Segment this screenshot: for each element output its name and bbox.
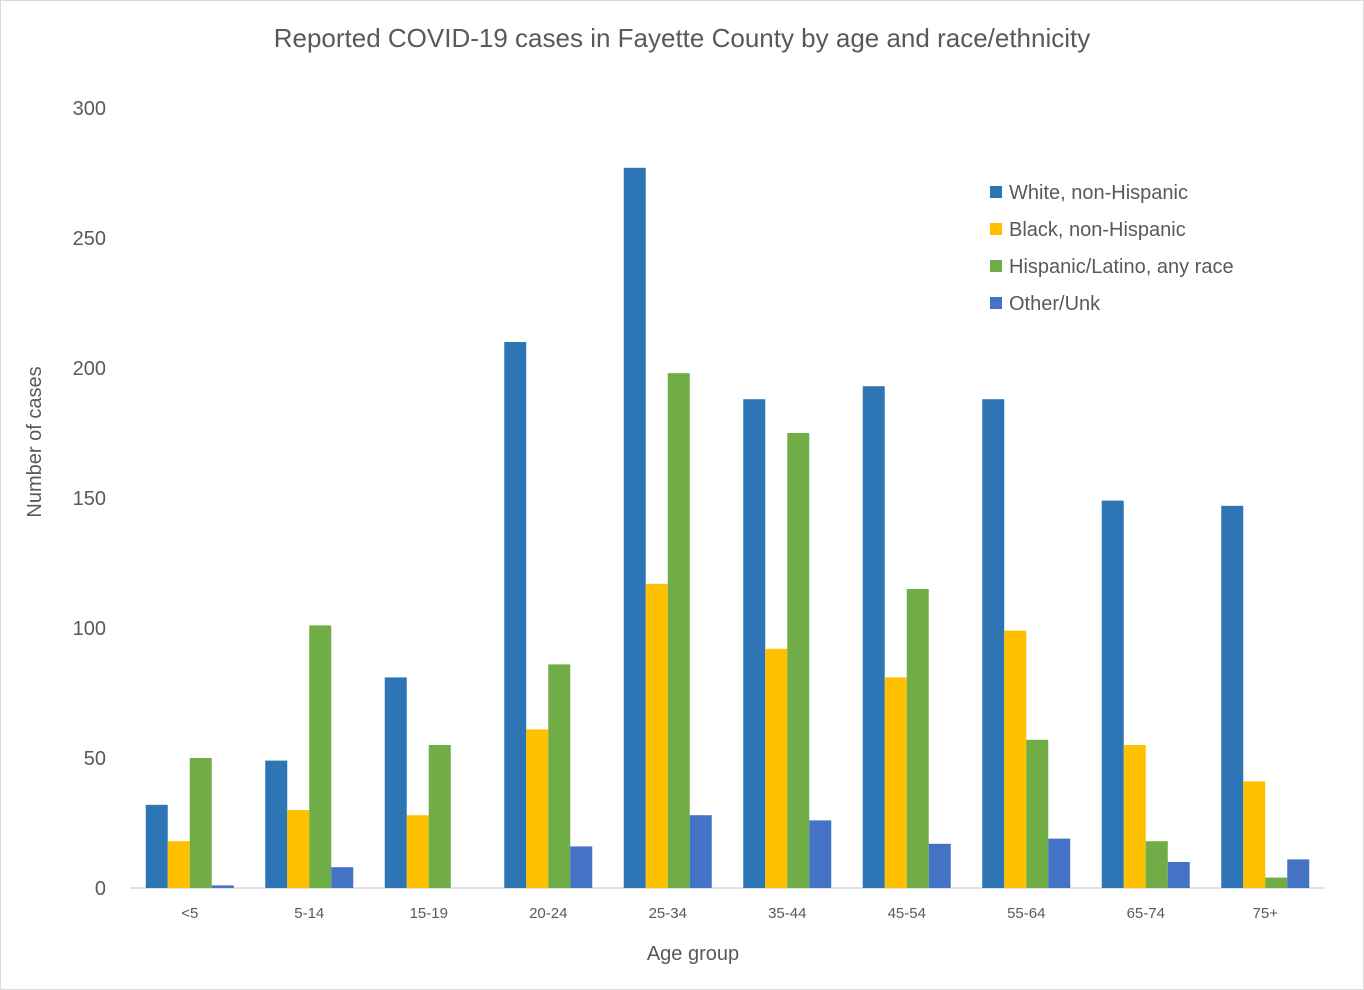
bar: [982, 399, 1005, 888]
bar: [189, 758, 212, 888]
legend-label: Black, non-Hispanic: [1009, 219, 1186, 241]
bar: [1167, 862, 1190, 888]
bar: [331, 867, 354, 888]
bar: [548, 664, 571, 888]
bar: [526, 729, 549, 888]
bar: [309, 625, 332, 888]
bar: [145, 804, 168, 888]
bar: [645, 583, 668, 888]
x-tick-label: 25-34: [649, 905, 687, 922]
x-tick-label: 15-19: [410, 905, 448, 922]
y-tick-label: 200: [73, 358, 106, 380]
bar: [1123, 745, 1146, 888]
x-tick-label: 55-64: [1007, 905, 1045, 922]
bar: [1287, 859, 1310, 888]
legend-swatch: [990, 186, 1002, 198]
legend-label: White, non-Hispanic: [1009, 182, 1188, 204]
legend-swatch: [990, 260, 1002, 272]
y-axis-ticks: 0 50 100 150 200 250 300: [73, 98, 106, 900]
bar: [862, 386, 885, 888]
bar: [504, 342, 527, 888]
x-tick-label: 20-24: [529, 905, 567, 922]
x-tick-label: 75+: [1253, 905, 1279, 922]
y-axis-label: Number of cases: [24, 366, 46, 517]
x-axis-ticks: <5 5-14 15-19 20-24 25-34 35-44 45-54 55-64 65-7…: [181, 905, 1278, 922]
bar: [809, 820, 832, 888]
bar: [428, 745, 451, 888]
bar: [211, 885, 234, 888]
bar: [787, 433, 810, 888]
y-tick-label: 300: [73, 98, 106, 120]
y-tick-label: 250: [73, 228, 106, 250]
bar: [265, 760, 288, 888]
bar: [906, 589, 929, 888]
x-tick-label: 35-44: [768, 905, 806, 922]
x-tick-label: 45-54: [888, 905, 926, 922]
bar: [1145, 841, 1168, 888]
x-tick-label: 65-74: [1127, 905, 1165, 922]
bar: [287, 810, 310, 888]
bar: [667, 373, 690, 888]
bar: [570, 846, 593, 888]
legend: White, non-Hispanic Black, non-Hispanic Hi…: [990, 182, 1234, 315]
bar: [384, 677, 407, 888]
x-tick-label: 5-14: [294, 905, 324, 922]
bar: [406, 815, 429, 888]
chart-title: Reported COVID-19 cases in Fayette Count…: [274, 23, 1091, 53]
bar: [1265, 877, 1288, 888]
y-tick-label: 100: [73, 618, 106, 640]
bar: [1101, 500, 1124, 888]
y-tick-label: 0: [95, 878, 106, 900]
bar: [1243, 781, 1266, 888]
legend-label: Hispanic/Latino, any race: [1009, 256, 1234, 278]
bar: [1026, 739, 1049, 888]
bar: [928, 843, 951, 888]
x-tick-label: <5: [181, 905, 198, 922]
x-axis-label: Age group: [647, 943, 739, 965]
bar: [167, 841, 190, 888]
bar: [689, 815, 712, 888]
bar: [1221, 505, 1244, 888]
bars-group: [145, 167, 1310, 889]
bar: [1004, 630, 1027, 888]
legend-swatch: [990, 297, 1002, 309]
bar: [765, 648, 788, 888]
bar: [743, 399, 766, 888]
legend-swatch: [990, 223, 1002, 235]
bar: [623, 167, 646, 889]
y-tick-label: 150: [73, 488, 106, 510]
bar: [1048, 838, 1071, 888]
y-tick-label: 50: [84, 748, 106, 770]
legend-label: Other/Unk: [1009, 293, 1101, 315]
bar: [884, 677, 907, 888]
